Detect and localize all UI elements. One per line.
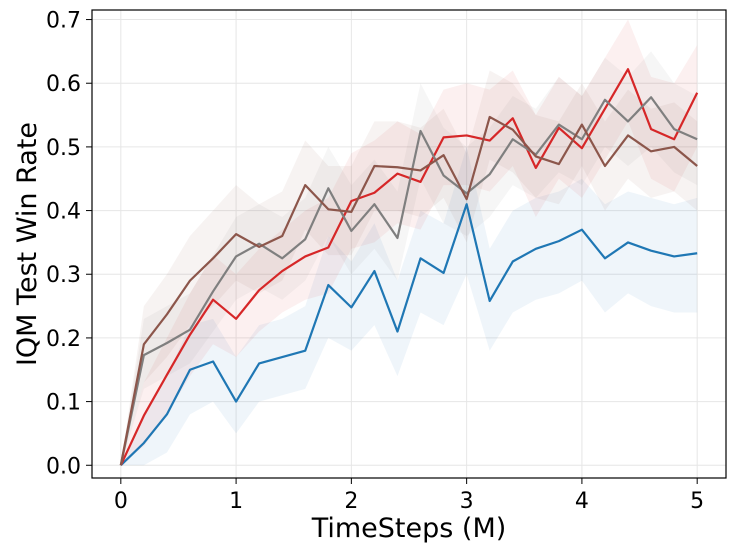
y-tick-label: 0.3	[46, 263, 81, 288]
plot-area-frame	[91, 9, 727, 479]
series-line	[119, 96, 698, 466]
axis-ticks: 0 1 2 3 4 5 0.0 0.1 0.2 0.3 0.4 0.5 0.6 0.7	[46, 9, 704, 514]
x-tick-label: 4	[575, 489, 589, 514]
series-band	[120, 146, 698, 466]
x-tick-label: 3	[460, 489, 474, 514]
x-axis-label: TimeSteps (M)	[311, 513, 507, 544]
series-lines	[119, 68, 699, 467]
series-line	[119, 115, 698, 466]
series-band	[120, 70, 698, 466]
y-tick-label: 0.7	[46, 9, 81, 34]
confidence-bands	[120, 19, 698, 466]
x-tick-label: 0	[114, 489, 128, 514]
y-tick-label: 0.1	[46, 391, 81, 416]
x-tick-label: 2	[344, 489, 358, 514]
x-tick-label: 1	[229, 489, 243, 514]
y-tick-label: 0.0	[46, 454, 81, 479]
y-tick-label: 0.4	[46, 200, 81, 225]
y-axis-label: IQM Test Win Rate	[12, 122, 43, 366]
x-tick-label: 5	[690, 489, 704, 514]
series-band	[120, 51, 698, 466]
y-tick-label: 0.6	[46, 72, 81, 97]
series-line	[119, 68, 699, 466]
y-tick-label: 0.2	[46, 327, 81, 352]
y-tick-label: 0.5	[46, 136, 81, 161]
series-line	[120, 203, 698, 467]
